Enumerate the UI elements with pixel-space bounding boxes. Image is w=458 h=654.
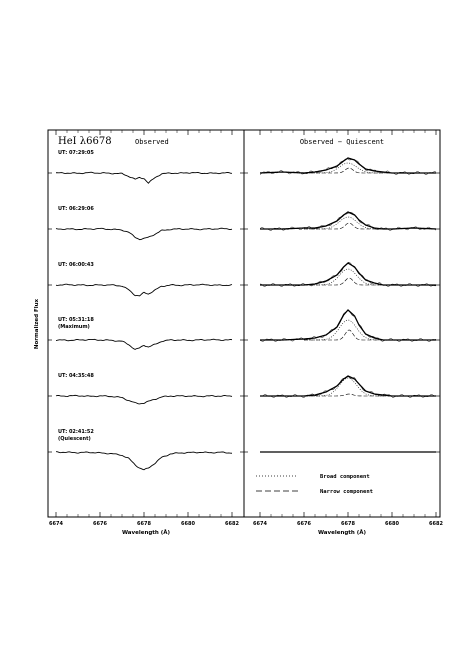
spectrum-label-note: (Maximum)	[58, 324, 90, 330]
right-panel-frame	[243, 129, 441, 518]
spectrum-label: UT: 04:35:48	[58, 373, 94, 379]
spectrum-label: UT: 06:29:06	[58, 206, 94, 212]
difference-fit-line	[259, 157, 436, 174]
observed-spectrum-line	[55, 338, 233, 350]
x-tick-label: 6680	[385, 521, 399, 527]
left-panel-subtitle: Observed	[135, 138, 169, 146]
difference-fit-line	[260, 375, 436, 397]
observed-spectrum-line	[55, 227, 233, 241]
difference-fit-line	[260, 262, 436, 286]
difference-spectrum-line	[259, 309, 437, 342]
observed-spectrum-line	[55, 283, 233, 297]
spectrum-label: UT: 07:29:05	[58, 150, 94, 156]
x-tick-label: 6674	[49, 521, 63, 527]
observed-spectrum-line	[55, 171, 233, 184]
broad-component-line	[304, 268, 391, 286]
difference-spectrum-line	[259, 376, 437, 398]
narrow-component-line	[304, 329, 391, 341]
x-tick-label: 6678	[341, 521, 355, 527]
spectrum-label: UT: 02:41:52	[58, 429, 94, 435]
legend-narrow-label: Narrow component	[320, 489, 373, 495]
right-panel-title: Observed − Quiescent	[300, 138, 384, 146]
spectrum-label: UT: 05:31:18	[58, 317, 94, 323]
x-tick-label: 6678	[137, 521, 151, 527]
x-tick-label: 6676	[93, 521, 107, 527]
broad-component-line	[304, 377, 391, 397]
spectrum-label: UT: 06:00:43	[58, 262, 94, 268]
legend: Broad component Narrow component	[256, 474, 373, 495]
difference-spectrum-line	[259, 262, 437, 287]
spectrum-label-note: (Quiescent)	[58, 436, 91, 442]
narrow-component-line	[304, 393, 391, 397]
y-axis-label: Normalized Flux	[34, 298, 40, 349]
right-x-axis-label: Wavelength (Å)	[318, 529, 367, 536]
difference-spectrum-line	[259, 212, 437, 231]
difference-fit-line	[260, 211, 437, 230]
broad-component-line	[304, 162, 391, 174]
left-x-axis-label: Wavelength (Å)	[122, 529, 171, 536]
narrow-component-line	[304, 167, 391, 174]
x-tick-label: 6680	[181, 521, 195, 527]
difference-spectrum-line	[259, 158, 437, 175]
x-tick-label: 6674	[253, 521, 267, 527]
difference-fit-line	[260, 309, 436, 341]
observed-spectrum-line	[55, 394, 233, 405]
narrow-component-line	[304, 222, 391, 230]
x-tick-label: 6682	[429, 521, 443, 527]
left-panel-title: HeI λ6678	[58, 136, 112, 147]
x-tick-label: 6682	[225, 521, 239, 527]
observed-spectrum-line	[55, 451, 233, 471]
legend-broad-label: Broad component	[320, 474, 370, 480]
narrow-component-line	[304, 277, 391, 286]
x-tick-label: 6676	[297, 521, 311, 527]
